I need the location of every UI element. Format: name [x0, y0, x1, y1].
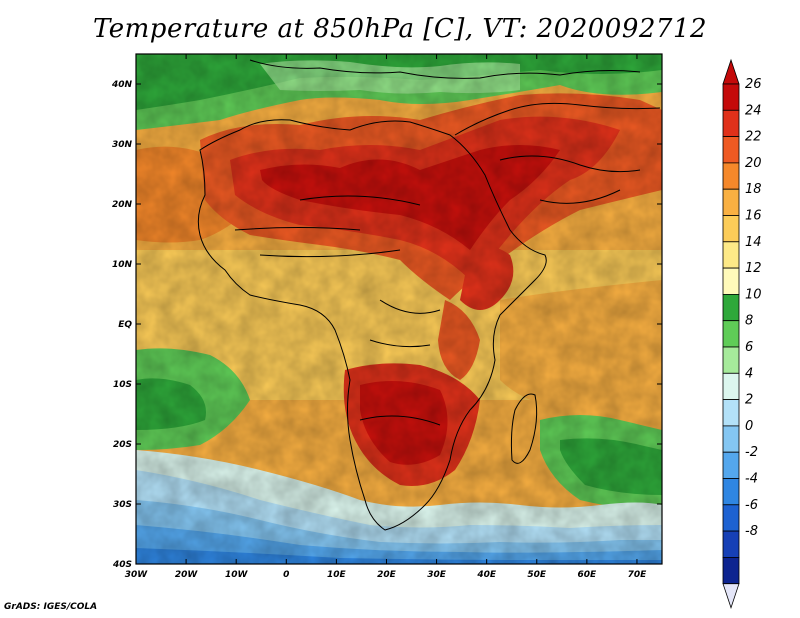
x-tick-label: 10E	[327, 570, 347, 580]
colorbar-label: 22	[745, 130, 762, 145]
colorbar-label: -2	[745, 445, 758, 460]
colorbar-swatch	[722, 530, 740, 558]
colorbar-label: 14	[745, 235, 762, 250]
x-tick-label: 30E	[427, 570, 447, 580]
colorbar-bottom-arrow	[722, 583, 740, 609]
colorbar-label: 24	[745, 103, 762, 118]
colorbar-swatch	[722, 372, 740, 400]
y-tick-label: 30N	[112, 140, 133, 150]
colorbar-swatch	[722, 320, 740, 348]
x-tick-label: 50E	[527, 570, 547, 580]
y-tick-label: 40S	[112, 560, 132, 570]
x-tick-label: 40E	[476, 570, 497, 580]
plot-frame	[135, 53, 663, 565]
y-tick-label: EQ	[118, 320, 132, 330]
colorbar-swatch	[722, 267, 740, 295]
colorbar-label: 16	[745, 209, 762, 224]
x-tick-label: 60E	[578, 570, 598, 580]
colorbar-swatch	[722, 451, 740, 479]
y-tick-label: 10S	[113, 380, 132, 390]
x-tick-label: 70E	[628, 570, 648, 580]
x-tick-label: 20W	[175, 570, 199, 580]
colorbar-label: -8	[745, 524, 758, 539]
colorbar-swatch	[722, 293, 740, 322]
map-title: Temperature at 850hPa [C], VT: 202009271…	[92, 14, 708, 44]
colorbar-swatch	[722, 425, 740, 453]
colorbar-label: 4	[745, 366, 753, 381]
temperature-field	[136, 54, 662, 564]
x-axis: 30W 20W 10W 0 10E 20E 30E 40E 50E 60E 70E	[125, 54, 647, 580]
y-tick-label: 30S	[113, 500, 132, 510]
colorbar-swatch	[722, 241, 740, 269]
x-tick-label: 20E	[377, 570, 397, 580]
y-axis: 40N 30N 20N 10N EQ 10S 20S 30S 40S	[111, 80, 662, 570]
colorbar-swatch	[722, 83, 740, 111]
colorbar-swatch	[722, 188, 740, 216]
colorbar-label: 20	[745, 156, 762, 171]
colorbar-top-arrow	[722, 58, 740, 85]
colorbar-swatch	[722, 109, 740, 138]
colorbar-swatch	[722, 504, 740, 532]
colorbar-label: 8	[745, 314, 753, 329]
x-tick-label: 0	[283, 570, 289, 580]
y-tick-label: 20N	[112, 200, 133, 210]
colorbar-label: 10	[745, 287, 762, 302]
y-tick-label: 40N	[111, 80, 133, 90]
y-tick-label: 20S	[113, 440, 132, 450]
colorbar-label: -6	[745, 498, 758, 513]
colorbar-swatch	[722, 478, 740, 506]
colorbar-label: 2	[745, 393, 753, 408]
grads-credit: GrADS: IGES/COLA	[4, 602, 98, 612]
colorbar-swatch	[722, 136, 740, 164]
colorbar-swatch	[722, 215, 740, 243]
colorbar-label: 12	[745, 261, 762, 276]
colorbar-label: 0	[745, 419, 753, 434]
colorbar-swatch	[722, 162, 740, 190]
colorbar-label: 6	[745, 340, 753, 355]
colorbar-label: -4	[745, 472, 758, 487]
y-tick-label: 10N	[112, 260, 133, 270]
colorbar-swatch	[722, 557, 740, 585]
colorbar-label: 26	[745, 77, 762, 92]
coastlines	[197, 59, 661, 531]
colorbar-swatch	[722, 346, 740, 374]
colorbar-swatch	[722, 399, 740, 427]
x-tick-label: 30W	[125, 570, 149, 580]
x-tick-label: 10W	[225, 570, 249, 580]
colorbar-label: 18	[745, 182, 762, 197]
